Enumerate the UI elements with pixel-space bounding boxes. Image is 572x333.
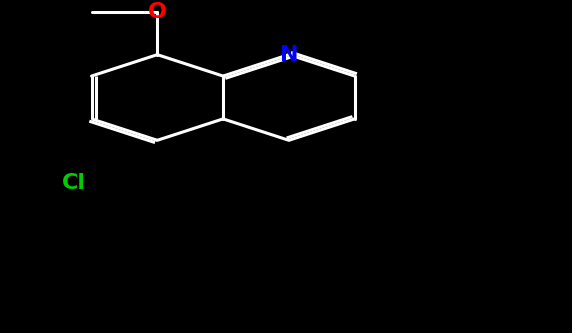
- Text: Cl: Cl: [62, 173, 86, 193]
- Text: N: N: [280, 45, 298, 65]
- Text: O: O: [148, 2, 167, 22]
